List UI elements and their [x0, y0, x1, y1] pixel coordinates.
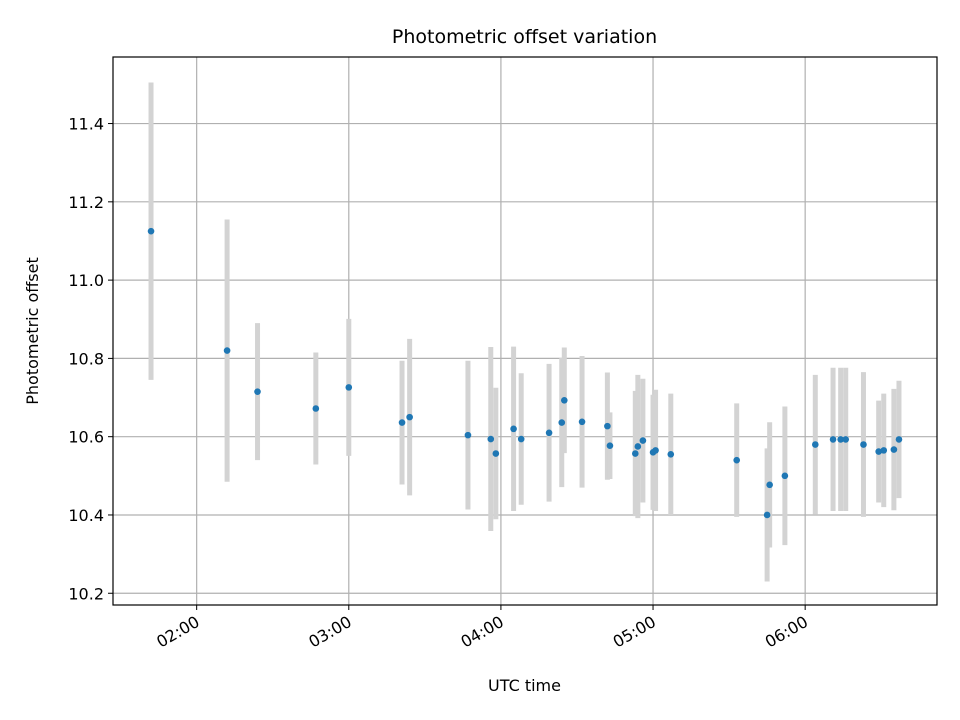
data-point: [606, 442, 614, 449]
data-point: [345, 384, 353, 391]
y-axis-label: Photometric offset: [23, 257, 42, 405]
y-tick-label: 10.8: [68, 349, 104, 368]
data-point: [510, 425, 517, 433]
y-tick-label: 11.2: [68, 193, 104, 212]
chart-title: Photometric offset variation: [392, 26, 657, 48]
data-point: [398, 419, 406, 426]
y-axis: 10.2 10.4 10.6 10.8 11.0 11.2 11.4: [68, 115, 113, 603]
data-point: [639, 437, 647, 444]
data-point: [558, 419, 566, 426]
data-point: [487, 435, 495, 443]
data-point: [829, 436, 837, 443]
data-point: [604, 422, 611, 430]
data-point: [837, 436, 844, 443]
y-tick-label: 10.4: [68, 506, 104, 525]
y-tick-label: 10.6: [68, 428, 104, 447]
data-point: [667, 451, 675, 458]
data-point: [223, 347, 231, 354]
data-point: [652, 447, 659, 454]
data-point: [895, 436, 903, 443]
y-tick-label: 11.4: [68, 115, 104, 134]
data-point: [781, 472, 789, 480]
data-point: [631, 450, 639, 457]
data-point: [312, 405, 320, 412]
data-points: [147, 227, 903, 519]
data-point: [254, 388, 261, 395]
data-point: [812, 441, 819, 448]
data-point: [763, 511, 771, 519]
data-point: [842, 436, 850, 443]
data-point: [766, 481, 773, 489]
y-tick-label: 10.2: [68, 584, 104, 603]
data-point: [880, 447, 888, 454]
data-point: [406, 413, 413, 421]
data-point: [634, 443, 642, 450]
data-point: [464, 431, 472, 439]
data-point: [545, 429, 553, 437]
data-point: [492, 450, 500, 457]
data-point: [560, 396, 568, 404]
grid: [113, 57, 937, 605]
data-point: [860, 441, 867, 448]
data-point: [517, 435, 525, 443]
data-point: [875, 448, 882, 455]
y-tick-label: 11.0: [68, 271, 104, 290]
data-point: [733, 456, 741, 464]
data-point: [147, 227, 155, 235]
data-point: [890, 446, 898, 453]
plot-frame: [112, 56, 938, 606]
data-point: [578, 418, 586, 426]
x-axis-label: UTC time: [488, 676, 561, 695]
